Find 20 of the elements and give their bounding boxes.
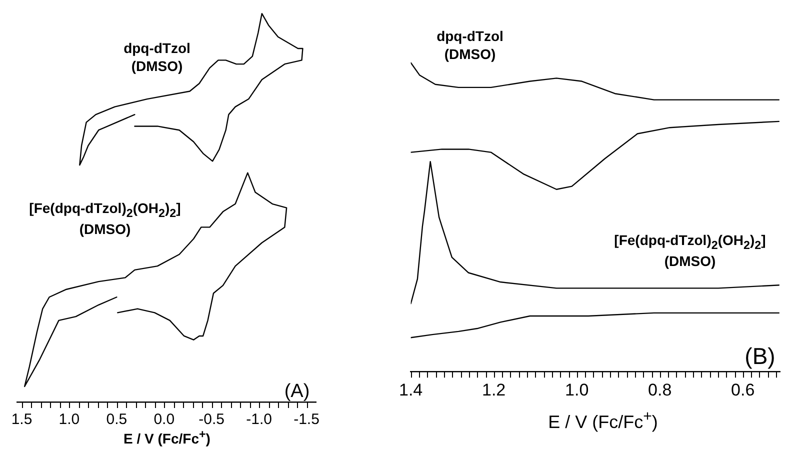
annotation: dpq-dTzol (DMSO): [124, 40, 190, 75]
annotation: (A): [284, 380, 310, 404]
x-tick-label: 1.0: [565, 380, 589, 400]
x-tick-label: 1.0: [58, 411, 80, 428]
x-tick-label: 1.5: [11, 411, 32, 428]
x-tick-label: -1.0: [246, 411, 272, 428]
x-tick-label: -1.5: [294, 411, 320, 428]
annotation: (B): [744, 342, 776, 371]
x-tick-label: 1.2: [482, 380, 506, 400]
x-tick-label: 0.8: [648, 380, 672, 400]
x-tick-label: 0.6: [731, 380, 755, 400]
x-axis-title: E / V (Fc/Fc$^{+}$): [124, 428, 210, 447]
x-tick-label: 1.4: [398, 380, 423, 400]
text: dpq-dTzol (DMSO): [436, 28, 504, 63]
x-axis-title: E / V (Fc/Fc$^{+}$): [548, 408, 658, 433]
x-tick-label: -0.5: [198, 411, 225, 428]
x-tick-label: 0.0: [154, 411, 175, 428]
text: [Fe(dpq-dTzol)$_{2}$(OH$_{2}$)$_{2}$] (DMSO): [614, 232, 766, 270]
x-tick-label: 0.5: [106, 411, 128, 428]
text: [Fe(dpq-dTzol)$_{2}$(OH$_{2}$)$_{2}$] (DMSO): [29, 200, 181, 238]
